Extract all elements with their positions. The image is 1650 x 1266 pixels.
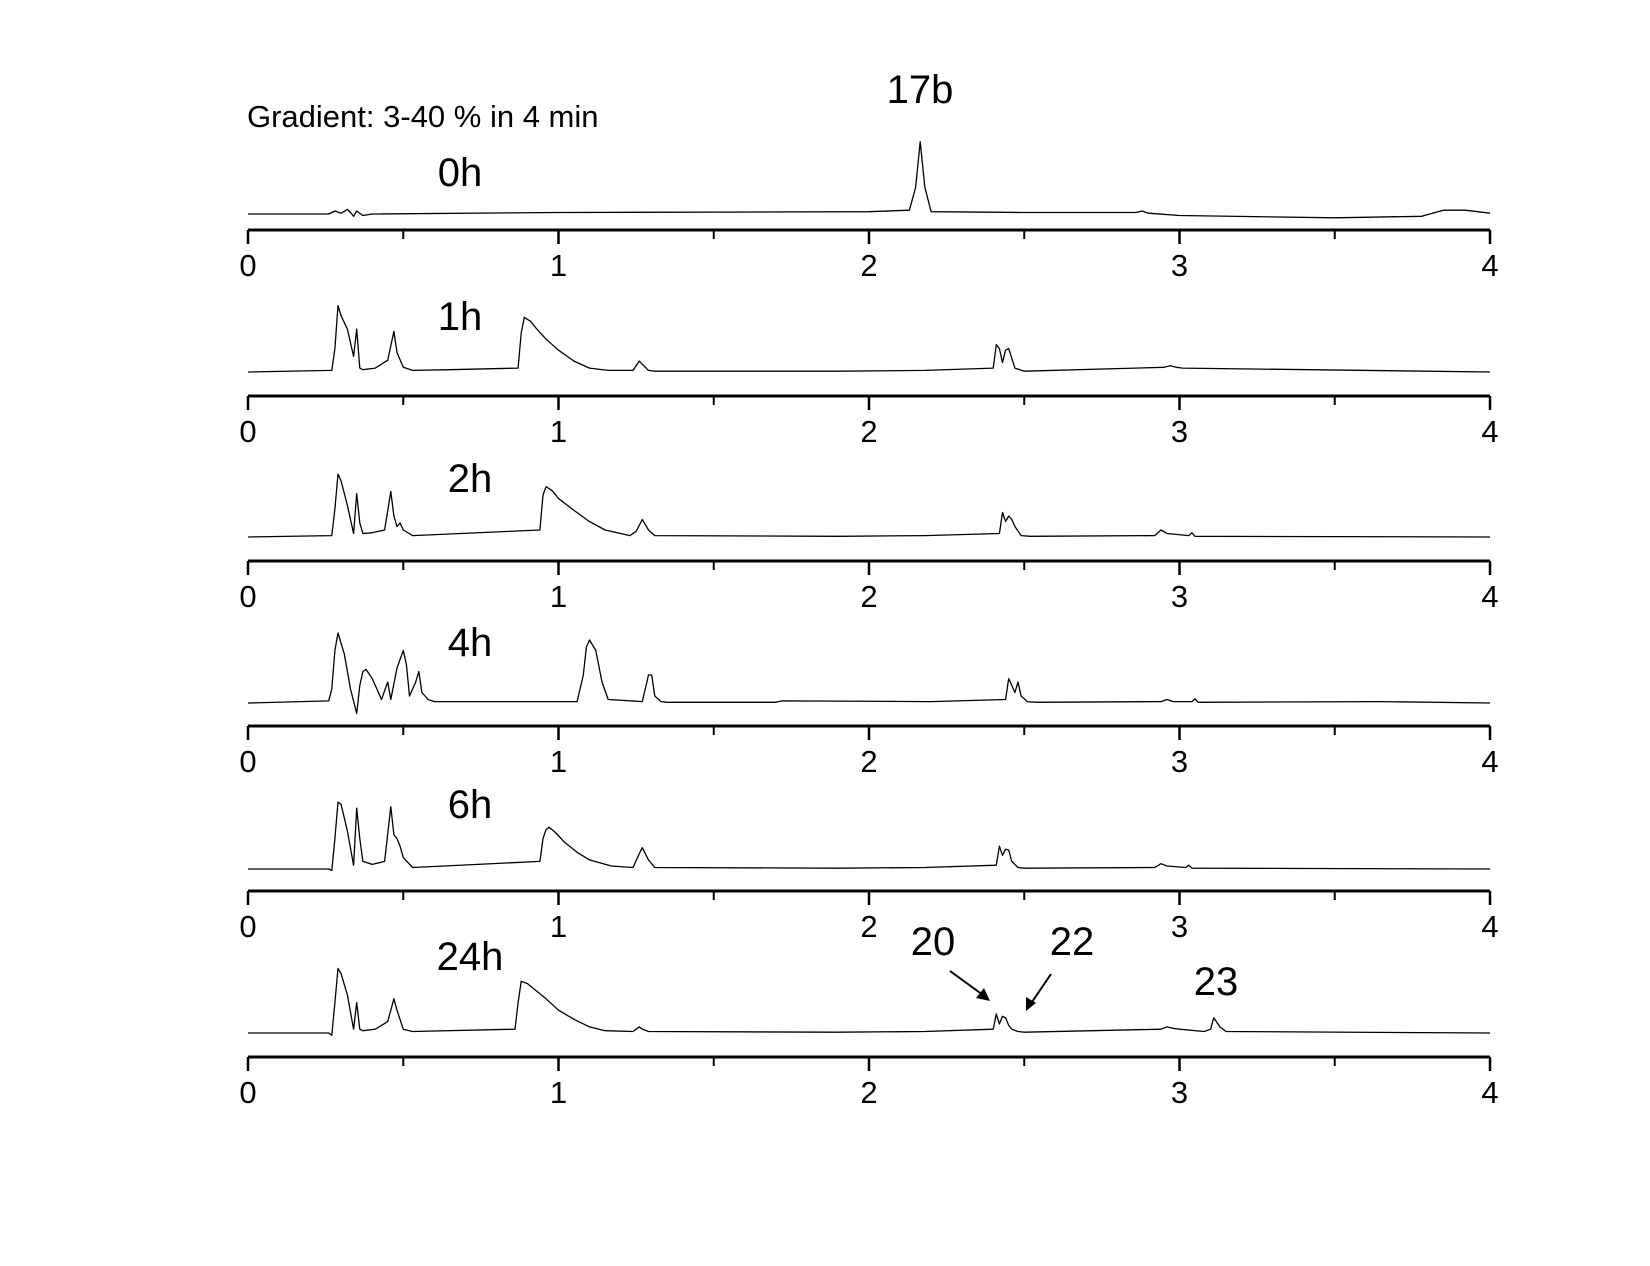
tick-label-1h-0: 0 (239, 414, 256, 449)
tick-label-0h-0: 0 (239, 248, 256, 283)
tick-label-2h-0: 0 (239, 579, 256, 614)
tick-label-0h-4: 4 (1481, 248, 1498, 283)
time-label-2h: 2h (448, 457, 493, 501)
peak-label-20: 20 (911, 920, 956, 964)
time-label-24h: 24h (437, 935, 504, 979)
arrow-22-shaft (1031, 973, 1052, 1003)
tick-label-0h-2: 2 (860, 248, 877, 283)
tick-label-0h-3: 3 (1171, 248, 1188, 283)
tick-label-24h-2: 2 (860, 1075, 877, 1110)
trace-6h (248, 801, 1491, 872)
tick-label-1h-2: 2 (860, 414, 877, 449)
trace-0h (248, 141, 1491, 219)
time-label-4h: 4h (448, 621, 493, 665)
gradient-note: Gradient: 3-40 % in 4 min (247, 99, 599, 134)
peak-annotations: 17b 20 22 23 (887, 68, 1239, 1011)
tick-label-2h-1: 1 (550, 579, 567, 614)
time-label-6h: 6h (448, 783, 493, 827)
panel-0h: 0 1 2 3 4 0h (239, 141, 1499, 283)
tick-label-24h-4: 4 (1481, 1075, 1498, 1110)
panel-6h: 0 1 2 3 4 6h (239, 783, 1498, 944)
tick-label-6h-2: 2 (860, 909, 877, 944)
tick-label-4h-1: 1 (550, 744, 567, 779)
tick-label-6h-1: 1 (550, 909, 567, 944)
tick-label-4h-4: 4 (1481, 744, 1498, 779)
trace-2h (247, 473, 1491, 538)
tick-label-0h-1: 1 (550, 248, 567, 283)
tick-label-24h-3: 3 (1171, 1075, 1188, 1110)
tick-label-24h-1: 1 (550, 1075, 567, 1110)
peak-label-17b: 17b (887, 68, 954, 112)
tick-label-6h-3: 3 (1171, 909, 1188, 944)
time-label-0h: 0h (438, 151, 483, 195)
tick-label-6h-4: 4 (1481, 909, 1498, 944)
tick-label-2h-2: 2 (860, 579, 877, 614)
tick-label-4h-2: 2 (860, 744, 877, 779)
trace-1h (247, 305, 1491, 373)
tick-label-1h-3: 3 (1171, 414, 1188, 449)
tick-label-2h-3: 3 (1171, 579, 1188, 614)
tick-label-4h-0: 0 (239, 744, 256, 779)
panel-4h: 0 1 2 3 4 4h (239, 621, 1498, 779)
arrow-20-head (976, 988, 990, 1001)
panel-1h: 0 1 2 3 4 1h (239, 295, 1498, 449)
panel-2h: 0 1 2 3 4 2h (239, 457, 1498, 614)
time-label-1h: 1h (438, 295, 483, 339)
trace-4h (247, 632, 1491, 715)
tick-label-4h-3: 3 (1171, 744, 1188, 779)
tick-label-24h-0: 0 (239, 1075, 256, 1110)
arrow-20-shaft (949, 970, 984, 996)
peak-label-22: 22 (1050, 920, 1095, 964)
tick-label-2h-4: 4 (1481, 579, 1498, 614)
tick-label-6h-0: 0 (239, 909, 256, 944)
tick-label-1h-1: 1 (550, 414, 567, 449)
trace-24h (248, 967, 1491, 1036)
peak-label-23: 23 (1194, 960, 1239, 1004)
arrow-22-head (1026, 997, 1036, 1011)
tick-label-1h-4: 4 (1481, 414, 1498, 449)
